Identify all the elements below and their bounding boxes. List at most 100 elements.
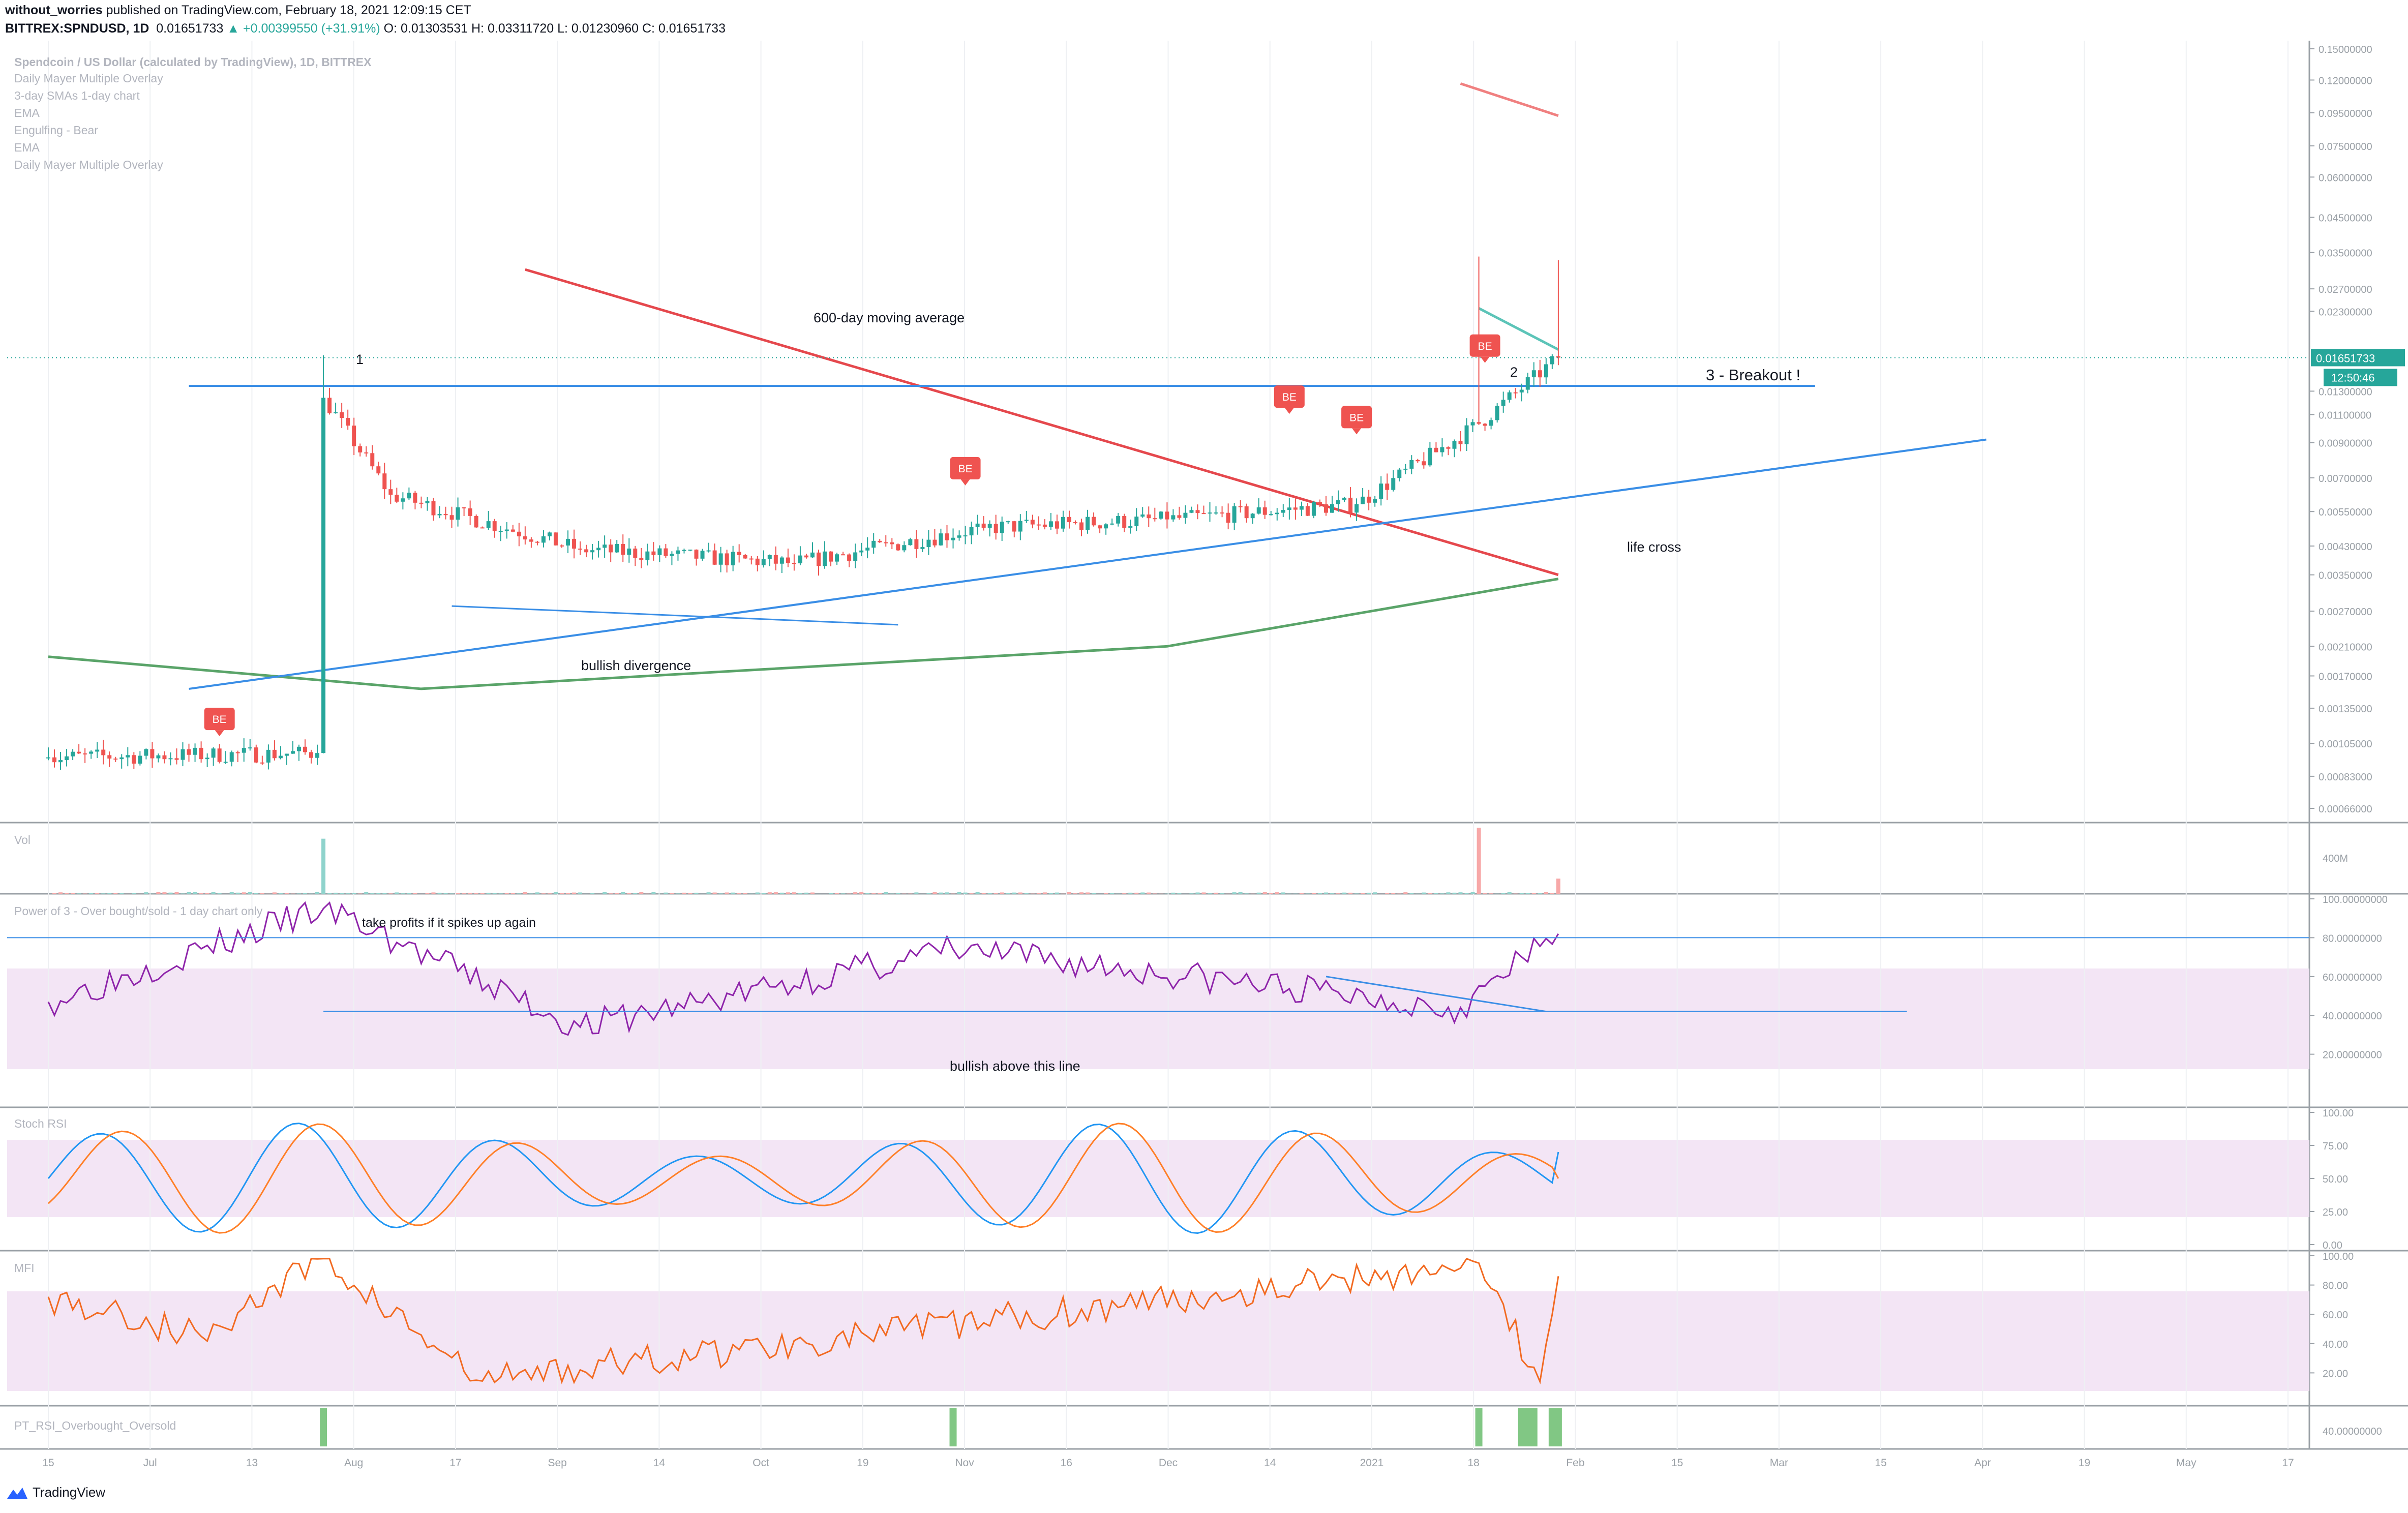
volume-bar xyxy=(1171,892,1176,894)
candle-body xyxy=(1531,370,1536,378)
candle-body xyxy=(382,473,387,490)
volume-bar xyxy=(498,893,503,894)
candle-body xyxy=(498,531,503,532)
candle-body xyxy=(235,752,240,753)
price-tick-label: 0.00105000 xyxy=(2319,739,2372,750)
candle-body xyxy=(180,749,185,760)
volume-bar xyxy=(639,892,644,894)
candle-body xyxy=(1293,507,1298,510)
stoch-tick-label: 50.00 xyxy=(2323,1174,2348,1185)
volume-bar xyxy=(449,893,454,894)
candle-body xyxy=(1391,478,1396,490)
candle-body xyxy=(1226,512,1230,523)
power3-title: Power of 3 - Over bought/sold - 1 day ch… xyxy=(14,904,263,918)
volume-bar xyxy=(395,892,399,894)
volume-bar xyxy=(1385,893,1390,894)
candle-body xyxy=(743,555,747,559)
candle-body xyxy=(1153,518,1157,520)
candle-body xyxy=(884,542,888,543)
be-label-text: BE xyxy=(213,714,227,725)
candle-body xyxy=(1477,422,1481,424)
mfi-tick-label: 40.00 xyxy=(2323,1339,2348,1350)
symbol-price: 0.01651733 xyxy=(156,21,224,36)
be-label-text: BE xyxy=(1349,412,1364,423)
volume-bar xyxy=(1048,893,1053,894)
volume-bar xyxy=(1354,893,1359,894)
volume-bar xyxy=(168,892,173,894)
candle-body xyxy=(303,746,307,752)
volume-bar xyxy=(119,893,124,894)
candle-body xyxy=(456,507,460,520)
time-label: 14 xyxy=(1264,1457,1276,1469)
time-label: Sep xyxy=(548,1457,566,1469)
candle-body xyxy=(529,539,533,542)
candle-body xyxy=(835,554,839,562)
candle-body xyxy=(1073,522,1077,524)
candle-body xyxy=(523,536,527,540)
ma-line xyxy=(1460,82,1559,117)
pt-signal-bar xyxy=(949,1408,957,1446)
candle-body xyxy=(278,755,283,759)
candle-body xyxy=(817,552,821,566)
mfi-tick-label: 100.00 xyxy=(2323,1251,2354,1262)
candle-body xyxy=(1012,521,1016,532)
volume-bar xyxy=(1507,892,1512,894)
time-label: Aug xyxy=(344,1457,363,1469)
volume-bar xyxy=(761,893,766,894)
candle-body xyxy=(1525,377,1530,390)
volume-bar xyxy=(627,893,631,894)
volume-bar xyxy=(315,892,320,894)
volume-bar xyxy=(939,892,943,894)
volume-bar xyxy=(755,892,760,894)
candle-body xyxy=(890,542,894,544)
candle-body xyxy=(1495,406,1499,420)
power3-tick-label: 20.00000000 xyxy=(2323,1050,2382,1061)
symbol-line: BITTREX:SPNDUSD, 1D 0.01651733 ▲ +0.0039… xyxy=(5,21,726,36)
volume-bar xyxy=(841,893,846,894)
volume-bar xyxy=(211,892,216,894)
candle-body xyxy=(908,539,913,546)
volume-bar xyxy=(474,893,478,894)
volume-bar xyxy=(1086,892,1090,894)
candle-body xyxy=(1507,392,1512,400)
volume-bar xyxy=(1501,893,1506,894)
candle-body xyxy=(1311,502,1316,516)
candle-body xyxy=(798,555,802,564)
volume-bar xyxy=(994,893,998,894)
candle-body xyxy=(859,550,864,553)
volume-bar xyxy=(981,893,986,894)
be-label xyxy=(950,457,981,479)
volume-bar xyxy=(1122,893,1127,894)
author-name[interactable]: without_worries xyxy=(5,3,103,17)
volume-bar xyxy=(1446,892,1451,894)
volume-bar xyxy=(1140,892,1145,894)
be-label xyxy=(1469,334,1500,357)
candle-body xyxy=(792,563,796,564)
candle-body xyxy=(1195,510,1200,513)
symbol[interactable]: BITTREX:SPNDUSD, 1D xyxy=(5,21,149,36)
price-axis[interactable]: 0.15000000 0.12000000 0.09500000 0.07500000… xyxy=(7,44,2405,1437)
pt-rsi-signals xyxy=(320,1408,1562,1446)
volume-bar xyxy=(180,893,185,894)
candle-body xyxy=(651,551,656,555)
candle-body xyxy=(352,426,356,446)
candle-body xyxy=(1238,506,1243,507)
candle-body xyxy=(1434,447,1438,452)
footer[interactable]: TradingView xyxy=(6,1485,105,1500)
be-label-text: BE xyxy=(958,463,973,475)
stoch-d-line xyxy=(47,1123,1559,1234)
be-label-text: BE xyxy=(1282,391,1297,403)
candle-body xyxy=(1330,504,1334,513)
candle-body xyxy=(321,398,326,753)
volume-bar xyxy=(58,892,63,894)
legend-line-5: EMA xyxy=(14,141,40,154)
candle-body xyxy=(1067,517,1071,523)
candle-body xyxy=(694,550,699,559)
published-text: published on TradingView.com, February 1… xyxy=(106,3,471,17)
price-tick-label: 0.12000000 xyxy=(2319,75,2372,86)
volume-bar xyxy=(1177,893,1182,894)
time-axis[interactable]: 15 Jul 13 Aug 17 Sep 14 Oct 19 Nov 16 Dec 14 2021 18 Fe… xyxy=(42,1457,2294,1469)
volume-bar xyxy=(1440,893,1444,894)
volume-bar xyxy=(517,893,521,894)
